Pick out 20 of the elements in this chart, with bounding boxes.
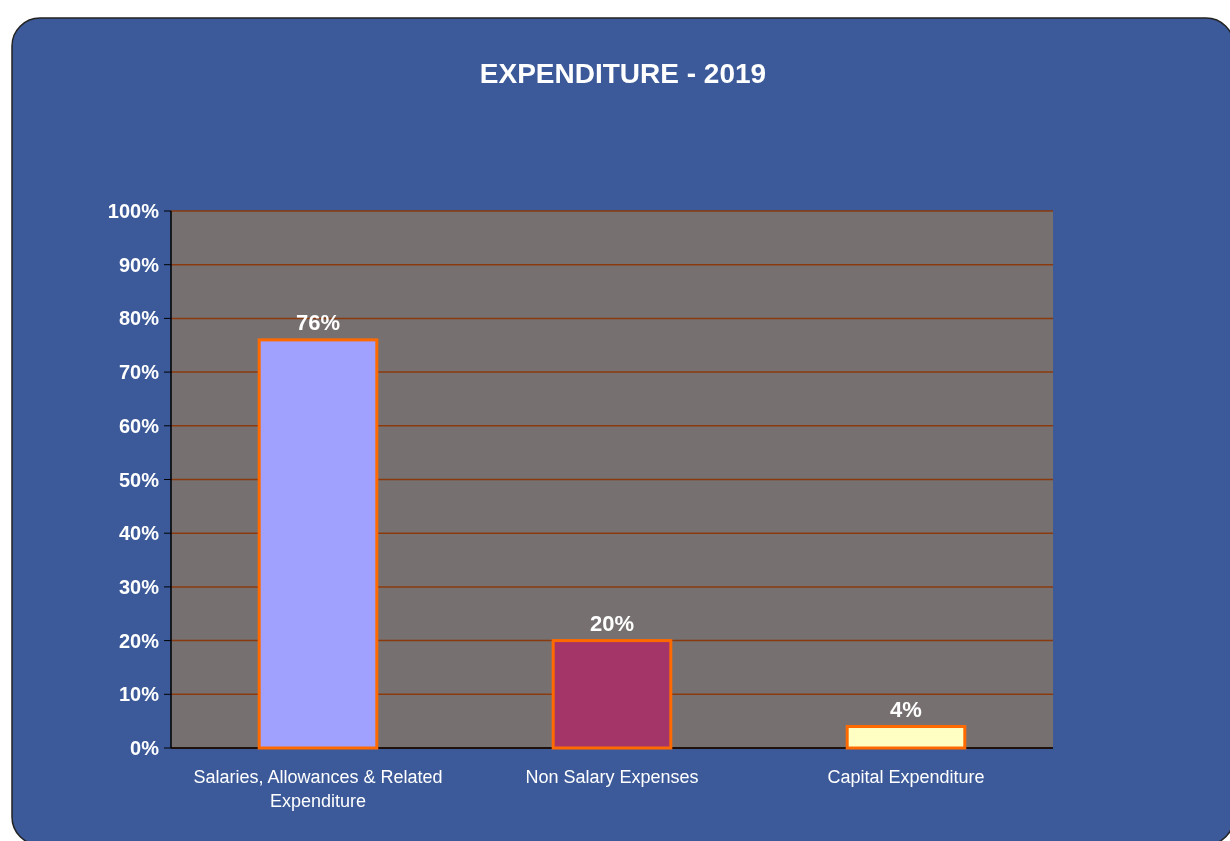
y-tick-label: 90% xyxy=(118,253,160,276)
y-tick-label: 50% xyxy=(118,468,160,491)
y-tick-label: 60% xyxy=(118,414,160,437)
y-tick-label: 10% xyxy=(118,683,160,706)
y-tick-label: 40% xyxy=(118,522,160,545)
x-tick-label: Salaries, Allowances & Related Expenditure xyxy=(193,767,443,811)
data-label: 20% xyxy=(589,610,635,636)
chart-title: EXPENDITURE - 2019 xyxy=(479,58,767,89)
bar xyxy=(551,639,673,750)
data-label: 4% xyxy=(890,696,922,722)
x-tick-label: Non Salary Expenses xyxy=(525,767,699,787)
bar xyxy=(257,338,379,750)
x-tick-label: Capital Expenditure xyxy=(827,767,985,787)
y-tick-label: 0% xyxy=(130,737,160,759)
y-tick-label: 100% xyxy=(107,200,160,222)
y-tick-label: 20% xyxy=(118,629,160,652)
y-tick-label: 80% xyxy=(118,307,160,330)
y-tick-label: 70% xyxy=(118,361,160,384)
y-tick-label: 30% xyxy=(118,575,160,598)
bar xyxy=(845,725,967,750)
